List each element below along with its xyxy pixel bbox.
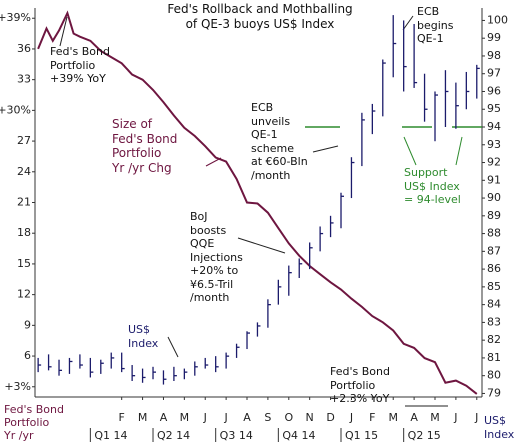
bond-portfolio-line: [37, 10, 478, 395]
x-tick-label: M: [138, 411, 148, 424]
x-tick-label: A: [243, 411, 251, 424]
leader-line: [402, 15, 414, 31]
y2-tick-label: 96: [487, 84, 501, 97]
x-tick-label: J: [203, 411, 207, 424]
x-tick-label: J: [349, 411, 353, 424]
y2-tick-label: 99: [487, 31, 501, 44]
chart-title: Fed's Rollback and Mothballing of QE-3 b…: [167, 2, 353, 31]
quarter-label: Q2 14: [157, 429, 190, 442]
x-tick-label: D: [326, 411, 334, 424]
annotation: Fed's Bond Portfolio +2.3% YoY: [330, 365, 390, 405]
y-tick-label: 24: [17, 165, 31, 178]
leader-line: [59, 16, 68, 47]
y-tick-label: 36: [17, 42, 31, 55]
y2-tick-label: 82: [487, 333, 501, 346]
y-tick-label: 18: [17, 226, 31, 239]
quarter-label: Q2 15: [408, 429, 441, 442]
y-tick-label: 6: [24, 349, 31, 362]
leader-line: [237, 237, 286, 254]
x-tick-label: S: [264, 411, 271, 424]
x-tick-label: J: [223, 411, 227, 424]
y-tick-label: +39%: [0, 11, 31, 24]
y-axis-title: Fed's Bond Portfolio Yr /yr: [4, 403, 64, 442]
y-tick-label: 12: [17, 288, 31, 301]
annotation: Fed's Bond Portfolio +39% YoY: [50, 45, 110, 85]
y2-tick-label: 80: [487, 369, 501, 382]
x-tick-label: M: [388, 411, 398, 424]
y2-tick-label: 87: [487, 244, 501, 257]
y2-tick-label: 88: [487, 227, 501, 240]
y2-tick-label: 79: [487, 386, 501, 399]
y2-tick-label: 94: [487, 120, 501, 133]
x-tick-label: F: [119, 411, 125, 424]
leader-line: [167, 336, 179, 358]
x-tick-label: O: [284, 411, 293, 424]
y2-tick-label: 98: [487, 49, 501, 62]
x-tick-label: J: [453, 411, 457, 424]
annotation: ECB begins QE-1: [417, 5, 454, 45]
y2-tick-label: 81: [487, 351, 501, 364]
y2-tick-label: 95: [487, 102, 501, 115]
annotation: Support US$ Index = 94-level: [404, 166, 461, 206]
x-tick-label: A: [160, 411, 168, 424]
y2-tick-label: 91: [487, 173, 501, 186]
y2-tick-label: 86: [487, 262, 501, 275]
y-tick-label: 9: [24, 318, 31, 331]
y-tick-label: 27: [17, 134, 31, 147]
y-tick-label: 33: [17, 73, 31, 86]
x-tick-label: F: [369, 411, 375, 424]
leader-line: [403, 136, 417, 166]
y2-tick-label: 85: [487, 280, 501, 293]
y2-axis-title: US$ Index: [484, 414, 515, 441]
y2-tick-label: 83: [487, 315, 501, 328]
y2-tick-label: 92: [487, 156, 501, 169]
x-tick-label: M: [430, 411, 440, 424]
quarter-label: Q3 14: [220, 429, 253, 442]
y2-tick-label: 89: [487, 209, 501, 222]
quarter-label: Q4 14: [282, 429, 315, 442]
quarter-label: Q1 15: [345, 429, 378, 442]
y2-tick-label: 84: [487, 298, 501, 311]
x-tick-label: M: [180, 411, 190, 424]
quarter-label: Q1 14: [94, 429, 127, 442]
x-tick-label: J: [474, 411, 478, 424]
y2-tick-label: 97: [487, 67, 501, 80]
y2-tick-label: 93: [487, 138, 501, 151]
annotation: BoJ boosts QQE Injections +20% to ¥6.5-T…: [190, 210, 243, 304]
leader-line: [455, 136, 463, 166]
y2-tick-label: 100: [487, 13, 508, 26]
y-tick-label: +3%: [4, 380, 31, 393]
annotation: ECB unveils QE-1 scheme at €60-Bln /mont…: [251, 101, 308, 182]
x-tick-label: A: [410, 411, 418, 424]
y-tick-label: 21: [17, 196, 31, 209]
y-tick-label: 15: [17, 257, 31, 270]
annotation: US$ Index: [128, 323, 159, 350]
y-tick-label: +30%: [0, 103, 31, 116]
annotation: Size of Fed's Bond Portfolio Yr /yr Chg: [112, 117, 178, 175]
y2-tick-label: 90: [487, 191, 501, 204]
leader-line: [312, 145, 339, 153]
leader-lines: [59, 15, 463, 407]
x-tick-label: N: [306, 411, 314, 424]
